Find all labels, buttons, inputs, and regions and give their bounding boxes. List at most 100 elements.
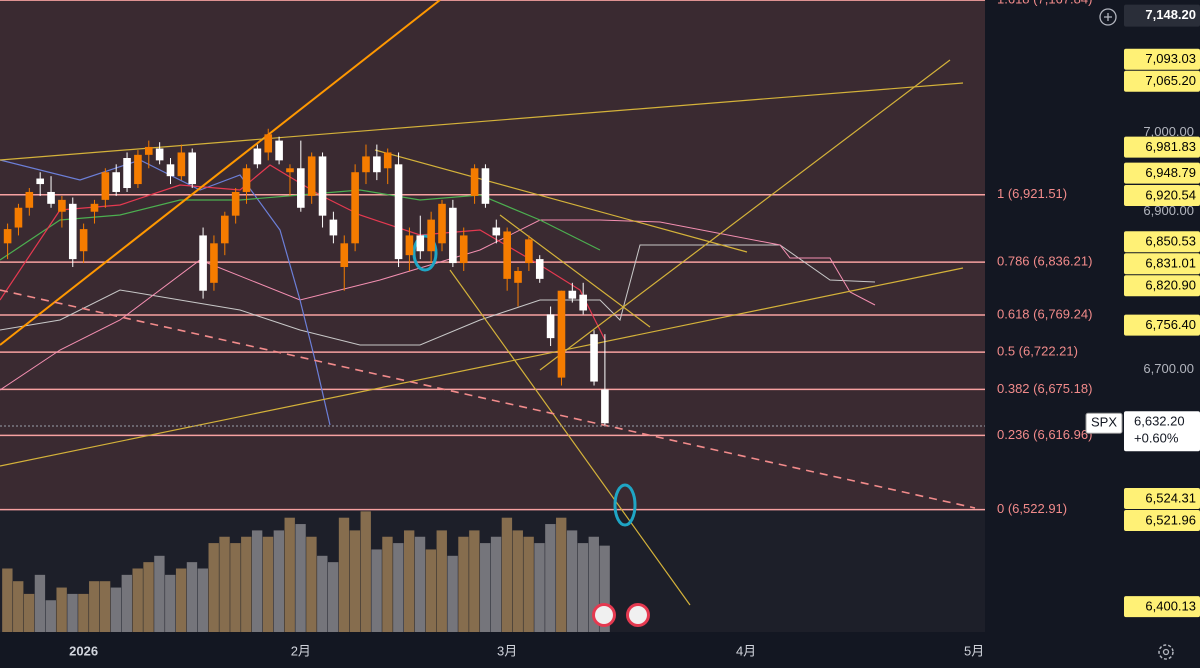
trend-line — [374, 149, 748, 253]
marker — [412, 234, 438, 272]
add-icon — [1104, 13, 1112, 21]
add-button[interactable] — [1099, 8, 1117, 26]
trend-line — [0, 82, 964, 161]
candle-body — [68, 203, 77, 260]
candle-body — [383, 152, 392, 169]
volume-bar — [34, 574, 46, 632]
candle-body — [177, 152, 186, 177]
price-label-box — [1124, 314, 1200, 336]
candle-body — [438, 203, 446, 244]
y-tick-label: 6,900.00 — [1143, 203, 1194, 218]
candle-body — [503, 231, 511, 279]
fib-label: 1 (6,921.51) — [997, 186, 1067, 201]
volume-bar — [273, 530, 285, 632]
volume-bar — [306, 536, 317, 632]
candle-body — [47, 191, 55, 204]
crosshair-label: 7,148.20 — [1145, 7, 1196, 22]
volume-bar — [436, 530, 447, 632]
volume-bar — [262, 536, 274, 632]
x-tick-label: 5月 — [964, 643, 984, 658]
volume-bar — [67, 593, 78, 632]
price-label-box — [1124, 70, 1200, 92]
price-label: 6,521.96 — [1145, 512, 1196, 527]
candle-body — [286, 168, 294, 173]
event-flag — [595, 606, 613, 624]
candle-body — [112, 172, 121, 192]
volume-bar — [197, 568, 209, 632]
candle-body — [242, 168, 251, 192]
add-icon[interactable] — [1099, 8, 1117, 26]
candle-body — [427, 219, 435, 252]
volume-bar — [56, 587, 67, 632]
trend-line — [0, 0, 441, 346]
settings-button[interactable] — [1158, 644, 1174, 660]
price-label: 6,981.83 — [1145, 139, 1196, 154]
volume-bar — [512, 530, 523, 632]
fib-label: 0.236 (6,616.96) — [997, 427, 1092, 442]
candle-body — [199, 235, 207, 291]
candle-body — [568, 290, 577, 299]
fib-label: 1.618 (7,167.84) — [997, 0, 1092, 7]
candle-body — [253, 148, 262, 165]
price-label: 6,524.31 — [1145, 490, 1196, 505]
price-label-box — [1124, 253, 1200, 275]
candle-body — [449, 207, 457, 264]
volume-bar — [89, 581, 100, 632]
volume-bar — [480, 543, 491, 632]
candle-body — [525, 239, 533, 264]
volume-bar — [99, 581, 111, 632]
volume-bar — [360, 511, 371, 632]
event-icons[interactable] — [592, 603, 650, 627]
volume-bar — [78, 593, 89, 632]
volume-bar — [165, 574, 176, 632]
volume-bar — [251, 530, 263, 632]
candle-body — [188, 152, 197, 185]
candle-body — [297, 168, 305, 208]
drawings — [0, 0, 1085, 606]
x-tick-label: 4月 — [736, 643, 756, 658]
volume-bar — [501, 517, 513, 632]
volume-bar — [13, 581, 24, 632]
price-label: 6,400.13 — [1145, 599, 1196, 614]
candle-body — [340, 243, 349, 268]
volume-bar — [490, 536, 502, 632]
volume-bar — [23, 593, 35, 632]
candle-body — [405, 235, 414, 256]
volume-bar — [110, 587, 122, 632]
candle-body — [210, 243, 218, 283]
volume-bar — [403, 530, 415, 632]
candle-body — [3, 229, 12, 244]
cloud-line — [0, 244, 876, 346]
settings-icon — [1162, 648, 1170, 656]
candle-body — [221, 215, 229, 244]
price-label-box — [1124, 136, 1200, 158]
volume-bar — [154, 555, 165, 632]
volume-bar — [284, 517, 295, 632]
candle-body — [351, 172, 359, 244]
time-axis — [0, 632, 985, 668]
marker — [613, 483, 637, 527]
candle-body — [514, 270, 522, 283]
price-label-box — [1124, 48, 1200, 70]
volume-bar — [175, 568, 187, 632]
candle-body — [79, 229, 88, 252]
volume-bar — [241, 536, 252, 632]
symbol-label: SPX — [1091, 415, 1117, 430]
settings-icon[interactable] — [1158, 644, 1174, 660]
x-tick-label: 3月 — [497, 643, 517, 658]
y-tick-label: 7,000.00 — [1143, 124, 1194, 139]
volume-bar — [349, 530, 361, 632]
candle-body — [546, 314, 555, 339]
volume-bar — [230, 543, 241, 632]
candle-body — [601, 389, 609, 424]
candle-body — [492, 227, 501, 236]
candle-body — [90, 203, 99, 212]
volume-bar — [382, 536, 393, 632]
candle-body — [134, 154, 142, 185]
volume-bar — [143, 562, 154, 632]
trend-line — [0, 289, 976, 509]
price-label: 6,948.79 — [1145, 165, 1196, 180]
volume-bar — [295, 524, 306, 632]
price-label-box — [1124, 487, 1200, 509]
candle-body — [590, 334, 598, 382]
